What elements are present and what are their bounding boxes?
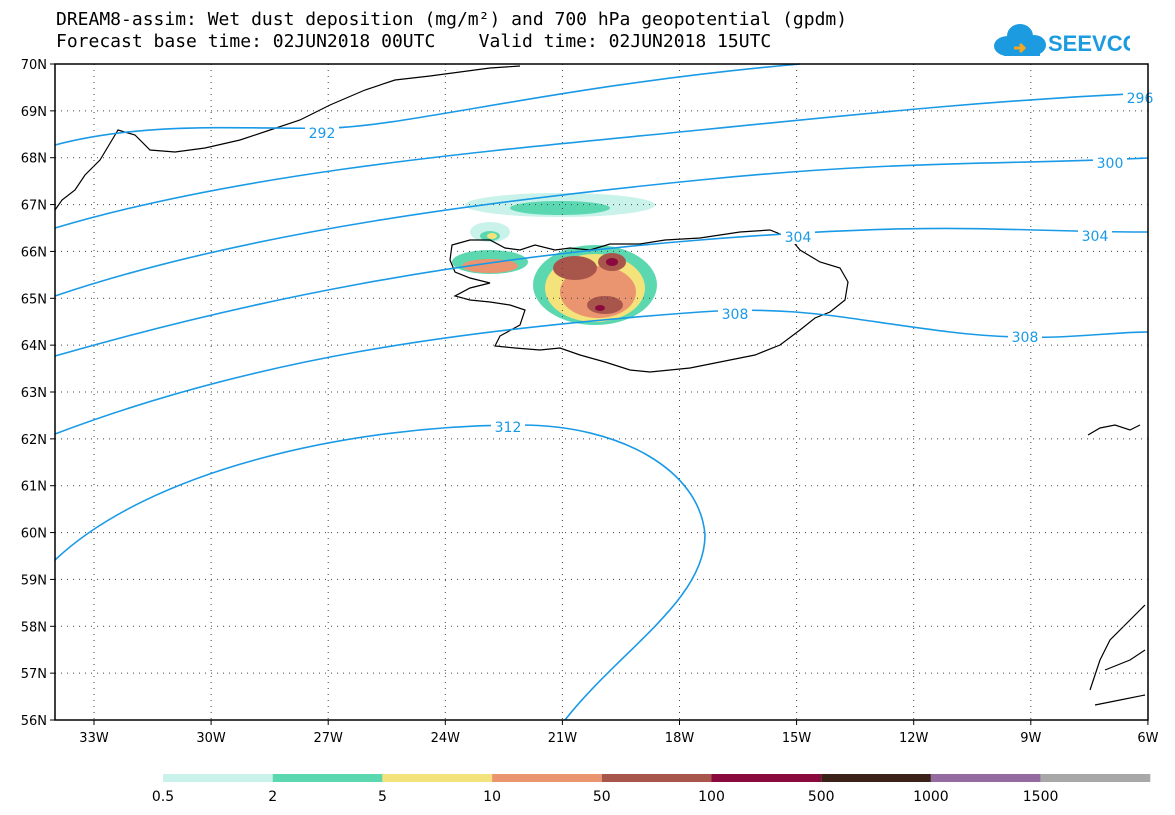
legend-swatch xyxy=(821,774,931,782)
map-title: DREAM8-assim: Wet dust deposition (mg/m²… xyxy=(56,9,848,30)
scotland-coast xyxy=(1089,604,1146,706)
longitude-labels: 33W 30W 27W 24W 21W 18W 15W 12W 9W 6W xyxy=(79,731,1158,746)
contour-label: 308 xyxy=(1012,330,1039,346)
lat-label: 67N xyxy=(21,199,47,214)
lat-label: 56N xyxy=(21,714,47,729)
lon-label: 24W xyxy=(431,731,461,746)
lat-label: 59N xyxy=(21,573,47,588)
logo-text: SEEVCCC xyxy=(1048,31,1130,56)
legend-label: 10 xyxy=(483,789,501,805)
lon-label: 12W xyxy=(899,731,929,746)
contour-line xyxy=(54,227,1149,357)
legend-swatch xyxy=(1040,774,1151,782)
lon-label: 6W xyxy=(1137,731,1158,746)
legend-swatch xyxy=(711,774,822,782)
geopotential-contours: 292 296 300 304 304 308 308 312 xyxy=(54,63,1157,721)
lat-label: 57N xyxy=(21,667,47,682)
contour-label: 312 xyxy=(495,420,522,436)
lat-label: 69N xyxy=(21,105,47,120)
lat-label: 61N xyxy=(21,480,47,495)
dust-deposition-field xyxy=(452,193,657,325)
lon-label: 18W xyxy=(665,731,695,746)
lat-label: 58N xyxy=(21,620,47,635)
legend-label: 100 xyxy=(698,789,725,805)
legend-swatch xyxy=(601,774,712,782)
legend-label: 0.5 xyxy=(152,789,174,805)
map-subtitle: Forecast base time: 02JUN2018 00UTC Vali… xyxy=(56,31,772,52)
coastlines xyxy=(54,65,1146,706)
lon-label: 30W xyxy=(196,731,226,746)
legend-swatch xyxy=(272,774,383,782)
legend-swatch xyxy=(930,774,1041,782)
legend-label: 500 xyxy=(808,789,835,805)
seevccc-logo: SEEVCCC xyxy=(994,24,1130,56)
contour-label-bg xyxy=(305,124,339,140)
contour-label: 296 xyxy=(1127,91,1154,107)
lon-label: 21W xyxy=(548,731,578,746)
lon-label: 15W xyxy=(782,731,812,746)
contour-label: 300 xyxy=(1097,156,1124,172)
legend-label: 1500 xyxy=(1023,789,1059,805)
legend-label: 1000 xyxy=(913,789,949,805)
lat-label: 65N xyxy=(21,292,47,307)
contour-line xyxy=(54,157,1149,297)
lon-label: 33W xyxy=(79,731,109,746)
faroe-coast xyxy=(1087,424,1141,436)
contour-line xyxy=(54,92,1149,229)
contour-label-bg xyxy=(1008,328,1042,344)
legend-label: 2 xyxy=(268,789,277,805)
lat-label: 62N xyxy=(21,433,47,448)
lat-label: 68N xyxy=(21,152,47,167)
legend-swatch xyxy=(492,774,602,782)
lon-label: 9W xyxy=(1020,731,1041,746)
lat-label: 64N xyxy=(21,339,47,354)
lat-label: 70N xyxy=(21,58,47,73)
contour-label: 304 xyxy=(785,230,812,246)
lat-label: 60N xyxy=(21,527,47,542)
map-frame xyxy=(54,63,1149,721)
graticule xyxy=(50,63,1149,725)
greenland-coast xyxy=(54,65,521,211)
contour-label-bg xyxy=(491,418,525,434)
legend-swatch xyxy=(382,774,493,782)
contour-line xyxy=(54,309,1149,435)
contour-label-bg xyxy=(718,305,752,321)
contour-label: 304 xyxy=(1082,229,1109,245)
legend-label: 5 xyxy=(378,789,387,805)
contour-label: 292 xyxy=(309,126,336,142)
contour-label-bg xyxy=(781,228,815,244)
cloud-icon xyxy=(994,24,1046,56)
contour-line xyxy=(54,424,706,721)
contour-label-bg xyxy=(1093,154,1127,170)
latitude-labels: 70N 69N 68N 67N 66N 65N 64N 63N 62N 61N 60N 59N 58N 5… xyxy=(21,58,47,729)
contour-label-bg xyxy=(1078,227,1112,243)
lon-label: 27W xyxy=(313,731,343,746)
color-legend: 0.5 2 5 10 50 100 500 1000 1500 xyxy=(152,774,1151,805)
legend-swatch xyxy=(163,774,273,782)
legend-label: 50 xyxy=(593,789,611,805)
contour-line xyxy=(54,63,801,146)
lat-label: 66N xyxy=(21,245,47,260)
lat-label: 63N xyxy=(21,386,47,401)
contour-label: 308 xyxy=(722,307,749,323)
